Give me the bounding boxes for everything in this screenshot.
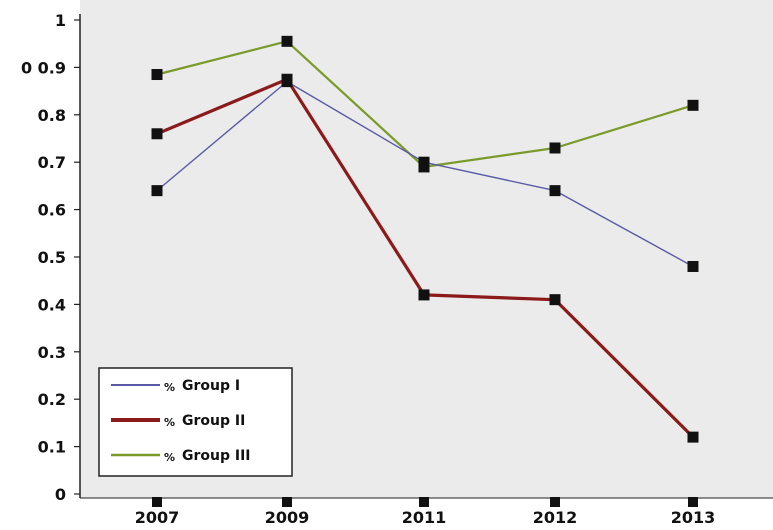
legend: % Group I% Group II% Group III [98, 367, 293, 477]
legend-label: Group I [182, 378, 240, 394]
x-tick-marker [282, 497, 292, 507]
data-point-marker [151, 185, 163, 197]
data-point-marker [281, 35, 293, 47]
data-point-marker [687, 99, 699, 111]
y-tick-label: 0.2 [38, 390, 66, 409]
y-tick-label: 0 0.9 [21, 58, 66, 77]
x-tick-label: 2009 [265, 508, 310, 527]
x-axis: 2007 2009 2011 2012 2013 [135, 497, 716, 527]
y-tick-label: 0.4 [38, 295, 66, 314]
y-tick-label: 0.3 [38, 343, 66, 362]
legend-prefix: % [164, 416, 175, 429]
legend-prefix: % [164, 381, 175, 394]
data-markers [151, 35, 699, 443]
data-point-marker [549, 185, 561, 197]
y-tick-label: 1 [55, 11, 66, 30]
x-tick-label: 2012 [533, 508, 578, 527]
y-axis: 0 0.1 0.2 0.3 0.4 0.5 0.6 0.7 0.8 0 0.9 1 [21, 11, 80, 504]
x-tick-label: 2011 [402, 508, 447, 527]
x-tick-marker [688, 497, 698, 507]
x-tick-marker [550, 497, 560, 507]
data-point-marker [549, 142, 561, 154]
data-point-marker [151, 128, 163, 140]
data-point-marker [687, 431, 699, 443]
data-point-marker [151, 69, 163, 81]
legend-prefix: % [164, 451, 175, 464]
x-tick-marker [419, 497, 429, 507]
legend-label: Group III [182, 448, 251, 464]
y-tick-label: 0.1 [38, 438, 66, 457]
y-tick-label: 0.6 [38, 201, 66, 220]
y-tick-label: 0.7 [38, 153, 66, 172]
y-tick-label: 0.8 [38, 106, 66, 125]
data-point-marker [687, 260, 699, 272]
x-tick-marker [152, 497, 162, 507]
y-tick-label: 0 [55, 485, 66, 504]
data-point-marker [549, 294, 561, 306]
data-point-marker [418, 161, 430, 173]
x-tick-label: 2007 [135, 508, 180, 527]
data-point-marker [418, 289, 430, 301]
legend-label: Group II [182, 413, 245, 429]
x-tick-label: 2013 [671, 508, 716, 527]
data-point-marker [281, 73, 293, 85]
y-tick-label: 0.5 [38, 248, 66, 267]
